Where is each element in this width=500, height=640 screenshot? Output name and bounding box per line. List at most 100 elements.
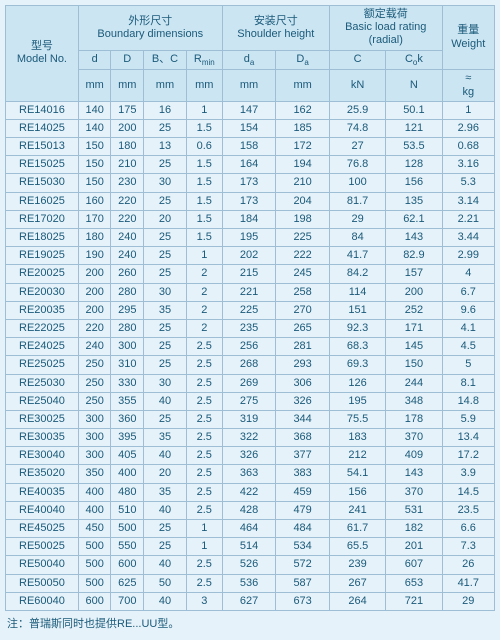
table-cell: 220 xyxy=(111,210,144,228)
table-cell: 200 xyxy=(111,119,144,137)
table-cell: 35 xyxy=(144,301,187,319)
table-row: RE25025250310252.526829369.31505 xyxy=(6,356,495,374)
unit-kg: ≈kg xyxy=(442,70,494,101)
table-cell: 281 xyxy=(276,338,330,356)
table-cell: 210 xyxy=(111,156,144,174)
table-cell: 25 xyxy=(144,247,187,265)
table-cell: 69.3 xyxy=(329,356,385,374)
table-cell: 4.5 xyxy=(442,338,494,356)
table-cell: 9.6 xyxy=(442,301,494,319)
table-cell: 20 xyxy=(144,465,187,483)
table-cell: 1 xyxy=(186,247,222,265)
table-cell: 173 xyxy=(222,174,276,192)
table-cell: RE15013 xyxy=(6,138,79,156)
table-cell: 625 xyxy=(111,574,144,592)
table-cell: 256 xyxy=(222,338,276,356)
table-cell: 14.5 xyxy=(442,483,494,501)
table-cell: 2.5 xyxy=(186,447,222,465)
table-cell: 405 xyxy=(111,447,144,465)
table-header: 型号 Model No. 外形尺寸 Boundary dimensions 安装… xyxy=(6,6,495,102)
table-cell: 310 xyxy=(111,356,144,374)
table-cell: 252 xyxy=(386,301,442,319)
table-row: RE50050500625502.553658726765341.7 xyxy=(6,574,495,592)
table-cell: 400 xyxy=(111,465,144,483)
table-cell: 225 xyxy=(222,301,276,319)
table-cell: 269 xyxy=(222,374,276,392)
table-cell: 721 xyxy=(386,592,442,610)
col-da: da xyxy=(222,50,276,70)
table-row: RE30025300360252.531934475.51785.9 xyxy=(6,410,495,428)
table-cell: RE45025 xyxy=(6,520,79,538)
col-basic: 额定载荷 Basic load rating (radial) xyxy=(329,6,442,51)
table-cell: 40 xyxy=(144,556,187,574)
table-cell: 241 xyxy=(329,501,385,519)
table-cell: 25 xyxy=(144,410,187,428)
table-cell: RE50025 xyxy=(6,538,79,556)
table-cell: 500 xyxy=(78,538,111,556)
table-row: RE25040250355402.527532619534814.8 xyxy=(6,392,495,410)
table-cell: 2.5 xyxy=(186,574,222,592)
table-cell: 587 xyxy=(276,574,330,592)
table-cell: 41.7 xyxy=(442,574,494,592)
unit-N: N xyxy=(386,70,442,101)
footnote: 注：普瑞斯同时也提供RE...UU型。 xyxy=(5,611,495,635)
table-cell: RE30040 xyxy=(6,447,79,465)
table-row: RE200302002803022212581142006.7 xyxy=(6,283,495,301)
table-cell: 450 xyxy=(78,520,111,538)
table-cell: 4.1 xyxy=(442,319,494,337)
table-cell: 185 xyxy=(276,119,330,137)
table-cell: 158 xyxy=(222,138,276,156)
table-cell: 160 xyxy=(78,192,111,210)
table-cell: 1 xyxy=(186,101,222,119)
table-cell: 135 xyxy=(386,192,442,210)
table-cell: 140 xyxy=(78,119,111,137)
table-row: RE2202522028025223526592.31714.1 xyxy=(6,319,495,337)
table-cell: 171 xyxy=(386,319,442,337)
table-cell: 2.5 xyxy=(186,465,222,483)
table-cell: 0.68 xyxy=(442,138,494,156)
table-cell: 145 xyxy=(386,338,442,356)
table-cell: 2.99 xyxy=(442,247,494,265)
table-cell: 265 xyxy=(276,319,330,337)
table-cell: 29 xyxy=(329,210,385,228)
table-cell: 275 xyxy=(222,392,276,410)
table-cell: 2.5 xyxy=(186,410,222,428)
table-cell: 514 xyxy=(222,538,276,556)
table-cell: 25 xyxy=(144,538,187,556)
table-cell: 2.5 xyxy=(186,501,222,519)
col-d: d xyxy=(78,50,111,70)
table-cell: 13.4 xyxy=(442,429,494,447)
table-cell: 250 xyxy=(78,392,111,410)
table-cell: 1.5 xyxy=(186,174,222,192)
table-cell: 500 xyxy=(111,520,144,538)
table-cell: 180 xyxy=(111,138,144,156)
table-cell: 1.5 xyxy=(186,229,222,247)
table-cell: 183 xyxy=(329,429,385,447)
table-cell: 479 xyxy=(276,501,330,519)
table-cell: 526 xyxy=(222,556,276,574)
table-cell: 2 xyxy=(186,265,222,283)
unit-mm: mm xyxy=(111,70,144,101)
table-cell: 200 xyxy=(78,265,111,283)
table-cell: 250 xyxy=(78,356,111,374)
table-cell: 150 xyxy=(78,174,111,192)
table-cell: RE22025 xyxy=(6,319,79,337)
table-cell: 344 xyxy=(276,410,330,428)
table-cell: 121 xyxy=(386,119,442,137)
table-cell: RE14025 xyxy=(6,119,79,137)
table-cell: RE35020 xyxy=(6,465,79,483)
table-cell: 27 xyxy=(329,138,385,156)
table-cell: 383 xyxy=(276,465,330,483)
table-cell: 2.5 xyxy=(186,356,222,374)
table-cell: 184 xyxy=(222,210,276,228)
table-cell: RE25025 xyxy=(6,356,79,374)
table-cell: 409 xyxy=(386,447,442,465)
table-row: RE2002520026025221524584.21574 xyxy=(6,265,495,283)
table-cell: 363 xyxy=(222,465,276,483)
table-cell: 572 xyxy=(276,556,330,574)
table-cell: 62.1 xyxy=(386,210,442,228)
table-cell: 17.2 xyxy=(442,447,494,465)
table-row: RE15030150230301.51732101001565.3 xyxy=(6,174,495,192)
table-cell: 4 xyxy=(442,265,494,283)
table-cell: 3.9 xyxy=(442,465,494,483)
